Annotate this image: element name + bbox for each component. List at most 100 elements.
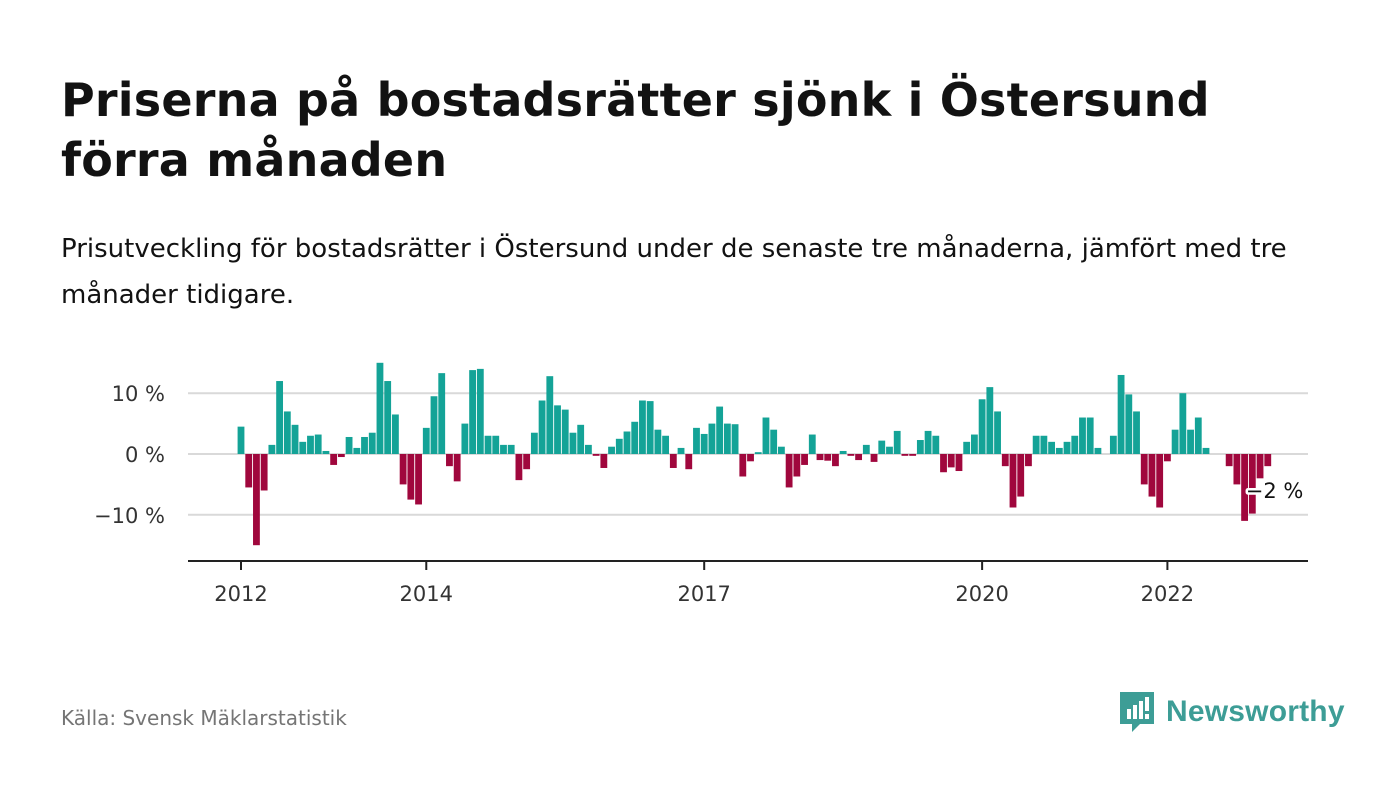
bar-2020-05 (1009, 454, 1017, 508)
bar-2020-08 (1032, 435, 1040, 454)
bar-2022-01 (1163, 454, 1171, 462)
bar-2016-02 (615, 438, 623, 454)
bar-2012-09 (299, 441, 307, 454)
bar-2015-12 (600, 454, 608, 468)
bar-2023-01 (1256, 454, 1264, 479)
bar-2021-11 (1148, 454, 1156, 497)
bar-2019-10 (955, 454, 963, 472)
bar-2013-12 (415, 454, 422, 505)
bar-2015-04 (538, 400, 546, 454)
bar-2016-12 (693, 427, 700, 454)
bar-2020-09 (1040, 435, 1048, 454)
axis-labels: 10 % 0 % −10 % 2012 2014 2017 2020 2022 (94, 382, 1194, 606)
bar-2015-08 (569, 432, 577, 454)
bar-2019-01 (886, 446, 893, 454)
bar-2021-12 (1156, 454, 1164, 508)
bar-2016-09 (669, 454, 677, 468)
source-note: Källa: Svensk Mäklarstatistik (61, 706, 347, 730)
x-axis (188, 560, 1308, 570)
bar-2017-04 (723, 423, 731, 454)
bar-2022-06 (1202, 447, 1210, 454)
bar-2013-03 (345, 436, 353, 454)
bar-2016-01 (608, 446, 615, 454)
bar-2021-09 (1133, 411, 1140, 454)
bar-2013-09 (391, 414, 399, 454)
bar-2016-06 (646, 401, 654, 454)
bar-2014-11 (500, 444, 507, 454)
bar-2022-02 (1171, 429, 1179, 454)
bar-2015-09 (577, 424, 585, 454)
x-tick-label: 2012 (214, 582, 267, 606)
last-value-annotation: −2 % (1243, 477, 1306, 506)
bar-2020-01 (978, 399, 986, 454)
bar-2012-01 (237, 426, 245, 454)
bar-2019-06 (924, 430, 932, 454)
bar-2018-12 (878, 440, 886, 454)
bar-2012-02 (245, 454, 253, 488)
bar-2021-10 (1140, 454, 1148, 485)
bar-2018-02 (801, 454, 808, 465)
bar-2013-01 (330, 454, 338, 465)
bar-2014-12 (507, 444, 515, 454)
bar-2013-04 (353, 447, 361, 454)
bar-2015-10 (584, 444, 592, 454)
bar-2015-01 (515, 454, 523, 481)
bars (237, 362, 1272, 546)
bar-2015-02 (523, 454, 531, 470)
bar-2018-06 (832, 454, 839, 467)
bar-2016-04 (631, 421, 639, 454)
bar-2023-02 (1264, 454, 1272, 467)
bar-2017-06 (739, 454, 747, 477)
bar-2019-02 (893, 430, 901, 454)
bar-2021-04 (1094, 447, 1102, 454)
bar-2012-03 (253, 454, 260, 546)
bar-2022-03 (1179, 393, 1187, 454)
bar-2022-10 (1233, 454, 1241, 485)
bar-2014-05 (453, 454, 461, 482)
bar-2015-06 (554, 405, 561, 454)
bar-2018-01 (793, 454, 801, 477)
bar-2019-04 (909, 454, 917, 456)
bar-2016-03 (623, 431, 631, 454)
bar-2019-05 (916, 440, 924, 454)
bar-2020-10 (1048, 441, 1056, 454)
bar-2013-02 (337, 454, 345, 458)
bar-2020-03 (994, 411, 1001, 454)
bar-2012-06 (276, 381, 284, 454)
chart-subtitle: Prisutveckling för bostadsrätter i Öster… (61, 234, 1287, 310)
brand-logo[interactable]: Newsworthy (1118, 690, 1345, 734)
bar-2014-10 (492, 435, 500, 454)
x-tick-label: 2020 (955, 582, 1008, 606)
bar-2017-05 (731, 424, 739, 454)
bar-2015-11 (592, 454, 600, 456)
bar-2017-01 (700, 433, 708, 454)
bar-2018-05 (824, 454, 832, 461)
bar-2021-01 (1071, 435, 1079, 454)
bar-2017-09 (762, 417, 770, 454)
bar-2017-02 (708, 423, 716, 454)
bar-2019-12 (970, 434, 978, 454)
bar-2013-05 (361, 436, 368, 454)
bar-2014-08 (476, 368, 484, 454)
brand-name: Newsworthy (1166, 695, 1345, 728)
bar-2022-04 (1187, 429, 1194, 454)
bar-2016-11 (685, 454, 693, 470)
bar-2019-11 (963, 441, 971, 454)
bar-2014-06 (461, 423, 469, 454)
bar-2021-08 (1125, 394, 1133, 454)
y-tick-label: 10 % (112, 382, 165, 406)
bar-2013-11 (407, 454, 415, 500)
y-tick-label: 0 % (125, 443, 165, 467)
bar-2019-08 (940, 454, 947, 473)
bar-2018-04 (816, 454, 824, 461)
bar-2022-11 (1241, 454, 1249, 521)
bar-2018-10 (862, 444, 870, 454)
newsworthy-logo-icon (1120, 692, 1154, 732)
y-tick-label: −10 % (94, 504, 165, 528)
bar-2012-04 (260, 454, 268, 491)
bar-2021-06 (1109, 435, 1117, 454)
x-tick-label: 2014 (400, 582, 453, 606)
bar-chart: 10 % 0 % −10 % 2012 2014 2017 2020 2022 −2 % (94, 362, 1308, 606)
bar-2018-08 (847, 454, 855, 456)
bar-2017-11 (777, 446, 785, 454)
